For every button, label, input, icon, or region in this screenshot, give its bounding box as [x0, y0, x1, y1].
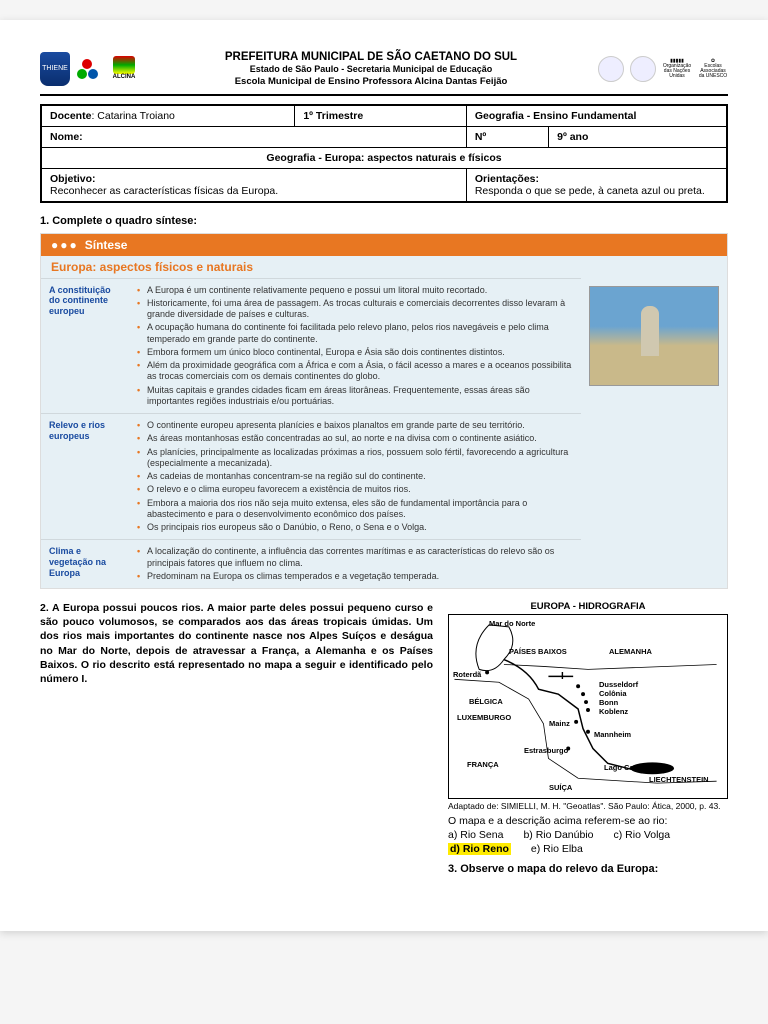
- num-cell: Nº: [466, 126, 548, 147]
- sintese-bullet: Historicamente, foi uma área de passagem…: [137, 298, 575, 321]
- objetivo-cell: Objetivo:Reconhecer as características f…: [41, 168, 466, 202]
- sintese-bullet: Embora formem um único bloco continental…: [137, 347, 575, 358]
- header-line3: Escola Municipal de Ensino Professora Al…: [152, 76, 590, 88]
- sintese-body: A constituição do continente europeu A Eu…: [41, 278, 727, 589]
- answers-prompt: O mapa e a descrição acima referem-se ao…: [448, 815, 728, 827]
- sintese-box: ●●●Síntese Europa: aspectos físicos e na…: [40, 233, 728, 590]
- municipal-shield-icon: THIENE: [40, 52, 70, 86]
- orient-cell: Orientações:Responda o que se pede, à ca…: [466, 168, 727, 202]
- sintese-bullet: Os principais rios europeus são o Danúbi…: [137, 522, 575, 533]
- sintese-bullet: Muitas capitais e grandes cidades ficam …: [137, 385, 575, 408]
- sintese-items: O continente europeu apresenta planícies…: [131, 414, 581, 539]
- europe-photo: [589, 286, 719, 386]
- question-1: 1. Complete o quadro síntese:: [40, 215, 728, 227]
- nome-cell: Nome:: [41, 126, 466, 147]
- header-line1: PREFEITURA MUNICIPAL DE SÃO CAETANO DO S…: [152, 50, 590, 64]
- sintese-bullet: A ocupação humana do continente foi faci…: [137, 322, 575, 345]
- alcina-logo: ALCINA: [104, 56, 144, 81]
- sintese-row: Clima e vegetação na Europa A localização…: [41, 539, 581, 588]
- option-b: b) Rio Danúbio: [523, 829, 593, 841]
- sintese-rows: A constituição do continente europeu A Eu…: [41, 278, 581, 589]
- sintese-category: Clima e vegetação na Europa: [41, 540, 131, 588]
- header-line2: Estado de São Paulo - Secretaria Municip…: [152, 64, 590, 75]
- unesco-logo: ▮▮▮▮▮Organização das Nações Unidas: [662, 59, 692, 79]
- sintese-row: Relevo e rios europeus O continente europ…: [41, 413, 581, 539]
- map-block: EUROPA - HIDROGRAFIA Mar do Norte PAÍSES…: [448, 601, 728, 881]
- education-balls-icon: [72, 52, 102, 86]
- sintese-bullet: As áreas montanhosas estão concentradas …: [137, 433, 575, 444]
- info-table: Docente: Catarina Troiano 1º Trimestre G…: [40, 104, 728, 203]
- answers-block: O mapa e a descrição acima referem-se ao…: [448, 815, 728, 855]
- partner-logo-2: [630, 56, 656, 82]
- header-text: PREFEITURA MUNICIPAL DE SÃO CAETANO DO S…: [152, 50, 590, 88]
- sintese-bullet: Além da proximidade geográfica com a Áfr…: [137, 360, 575, 383]
- docente-cell: Docente: Catarina Troiano: [41, 105, 295, 127]
- sintese-category: Relevo e rios europeus: [41, 414, 131, 539]
- logos-right: ▮▮▮▮▮Organização das Nações Unidas ✿Esco…: [598, 56, 728, 82]
- sintese-bullet: A Europa é um continente relativamente p…: [137, 285, 575, 296]
- unesco-schools-logo: ✿Escolas Associadas da UNESCO: [698, 59, 728, 79]
- option-c: c) Rio Volga: [614, 829, 671, 841]
- ano-cell: 9º ano: [549, 126, 727, 147]
- sintese-bullet: O relevo e o clima europeu favorecem a e…: [137, 484, 575, 495]
- letterhead: THIENE ALCINA PREFEITURA MUNICIPAL DE SÃ…: [40, 50, 728, 96]
- sintese-bullet: Predominam na Europa os climas temperado…: [137, 571, 575, 582]
- sintese-bullet: A localização do continente, a influênci…: [137, 546, 575, 569]
- sintese-row: A constituição do continente europeu A Eu…: [41, 278, 581, 414]
- sintese-bullet: Embora a maioria dos rios não seja muito…: [137, 498, 575, 521]
- sintese-bullet: As planícies, principalmente as localiza…: [137, 447, 575, 470]
- option-d-highlighted: d) Rio Reno: [448, 843, 511, 855]
- partner-logo-1: [598, 56, 624, 82]
- sintese-category: A constituição do continente europeu: [41, 279, 131, 414]
- document-page: THIENE ALCINA PREFEITURA MUNICIPAL DE SÃ…: [0, 20, 768, 931]
- sintese-title: Europa: aspectos físicos e naturais: [41, 256, 727, 278]
- sintese-bullet: As cadeias de montanhas concentram-se na…: [137, 471, 575, 482]
- form-title: Geografia - Europa: aspectos naturais e …: [41, 147, 727, 168]
- materia-cell: Geografia - Ensino Fundamental: [466, 105, 727, 127]
- sintese-header: ●●●Síntese: [41, 234, 727, 256]
- question-2-block: 2. A Europa possui poucos rios. A maior …: [40, 601, 728, 881]
- periodo-cell: 1º Trimestre: [295, 105, 467, 127]
- map-title: EUROPA - HIDROGRAFIA: [448, 601, 728, 612]
- question-2-text: 2. A Europa possui poucos rios. A maior …: [40, 601, 433, 881]
- option-e: e) Rio Elba: [531, 843, 583, 855]
- sintese-items: A localização do continente, a influênci…: [131, 540, 581, 588]
- option-a: a) Rio Sena: [448, 829, 503, 841]
- logos-left: THIENE ALCINA: [40, 52, 144, 86]
- europe-hydrography-map: Mar do Norte PAÍSES BAIXOS ALEMANHA Rote…: [448, 614, 728, 799]
- question-3: 3. Observe o mapa do relevo da Europa:: [448, 863, 728, 875]
- map-credit: Adaptado de: SIMIELLI, M. H. "Geoatlas".…: [448, 801, 728, 811]
- sintese-items: A Europa é um continente relativamente p…: [131, 279, 581, 414]
- sintese-bullet: O continente europeu apresenta planícies…: [137, 420, 575, 431]
